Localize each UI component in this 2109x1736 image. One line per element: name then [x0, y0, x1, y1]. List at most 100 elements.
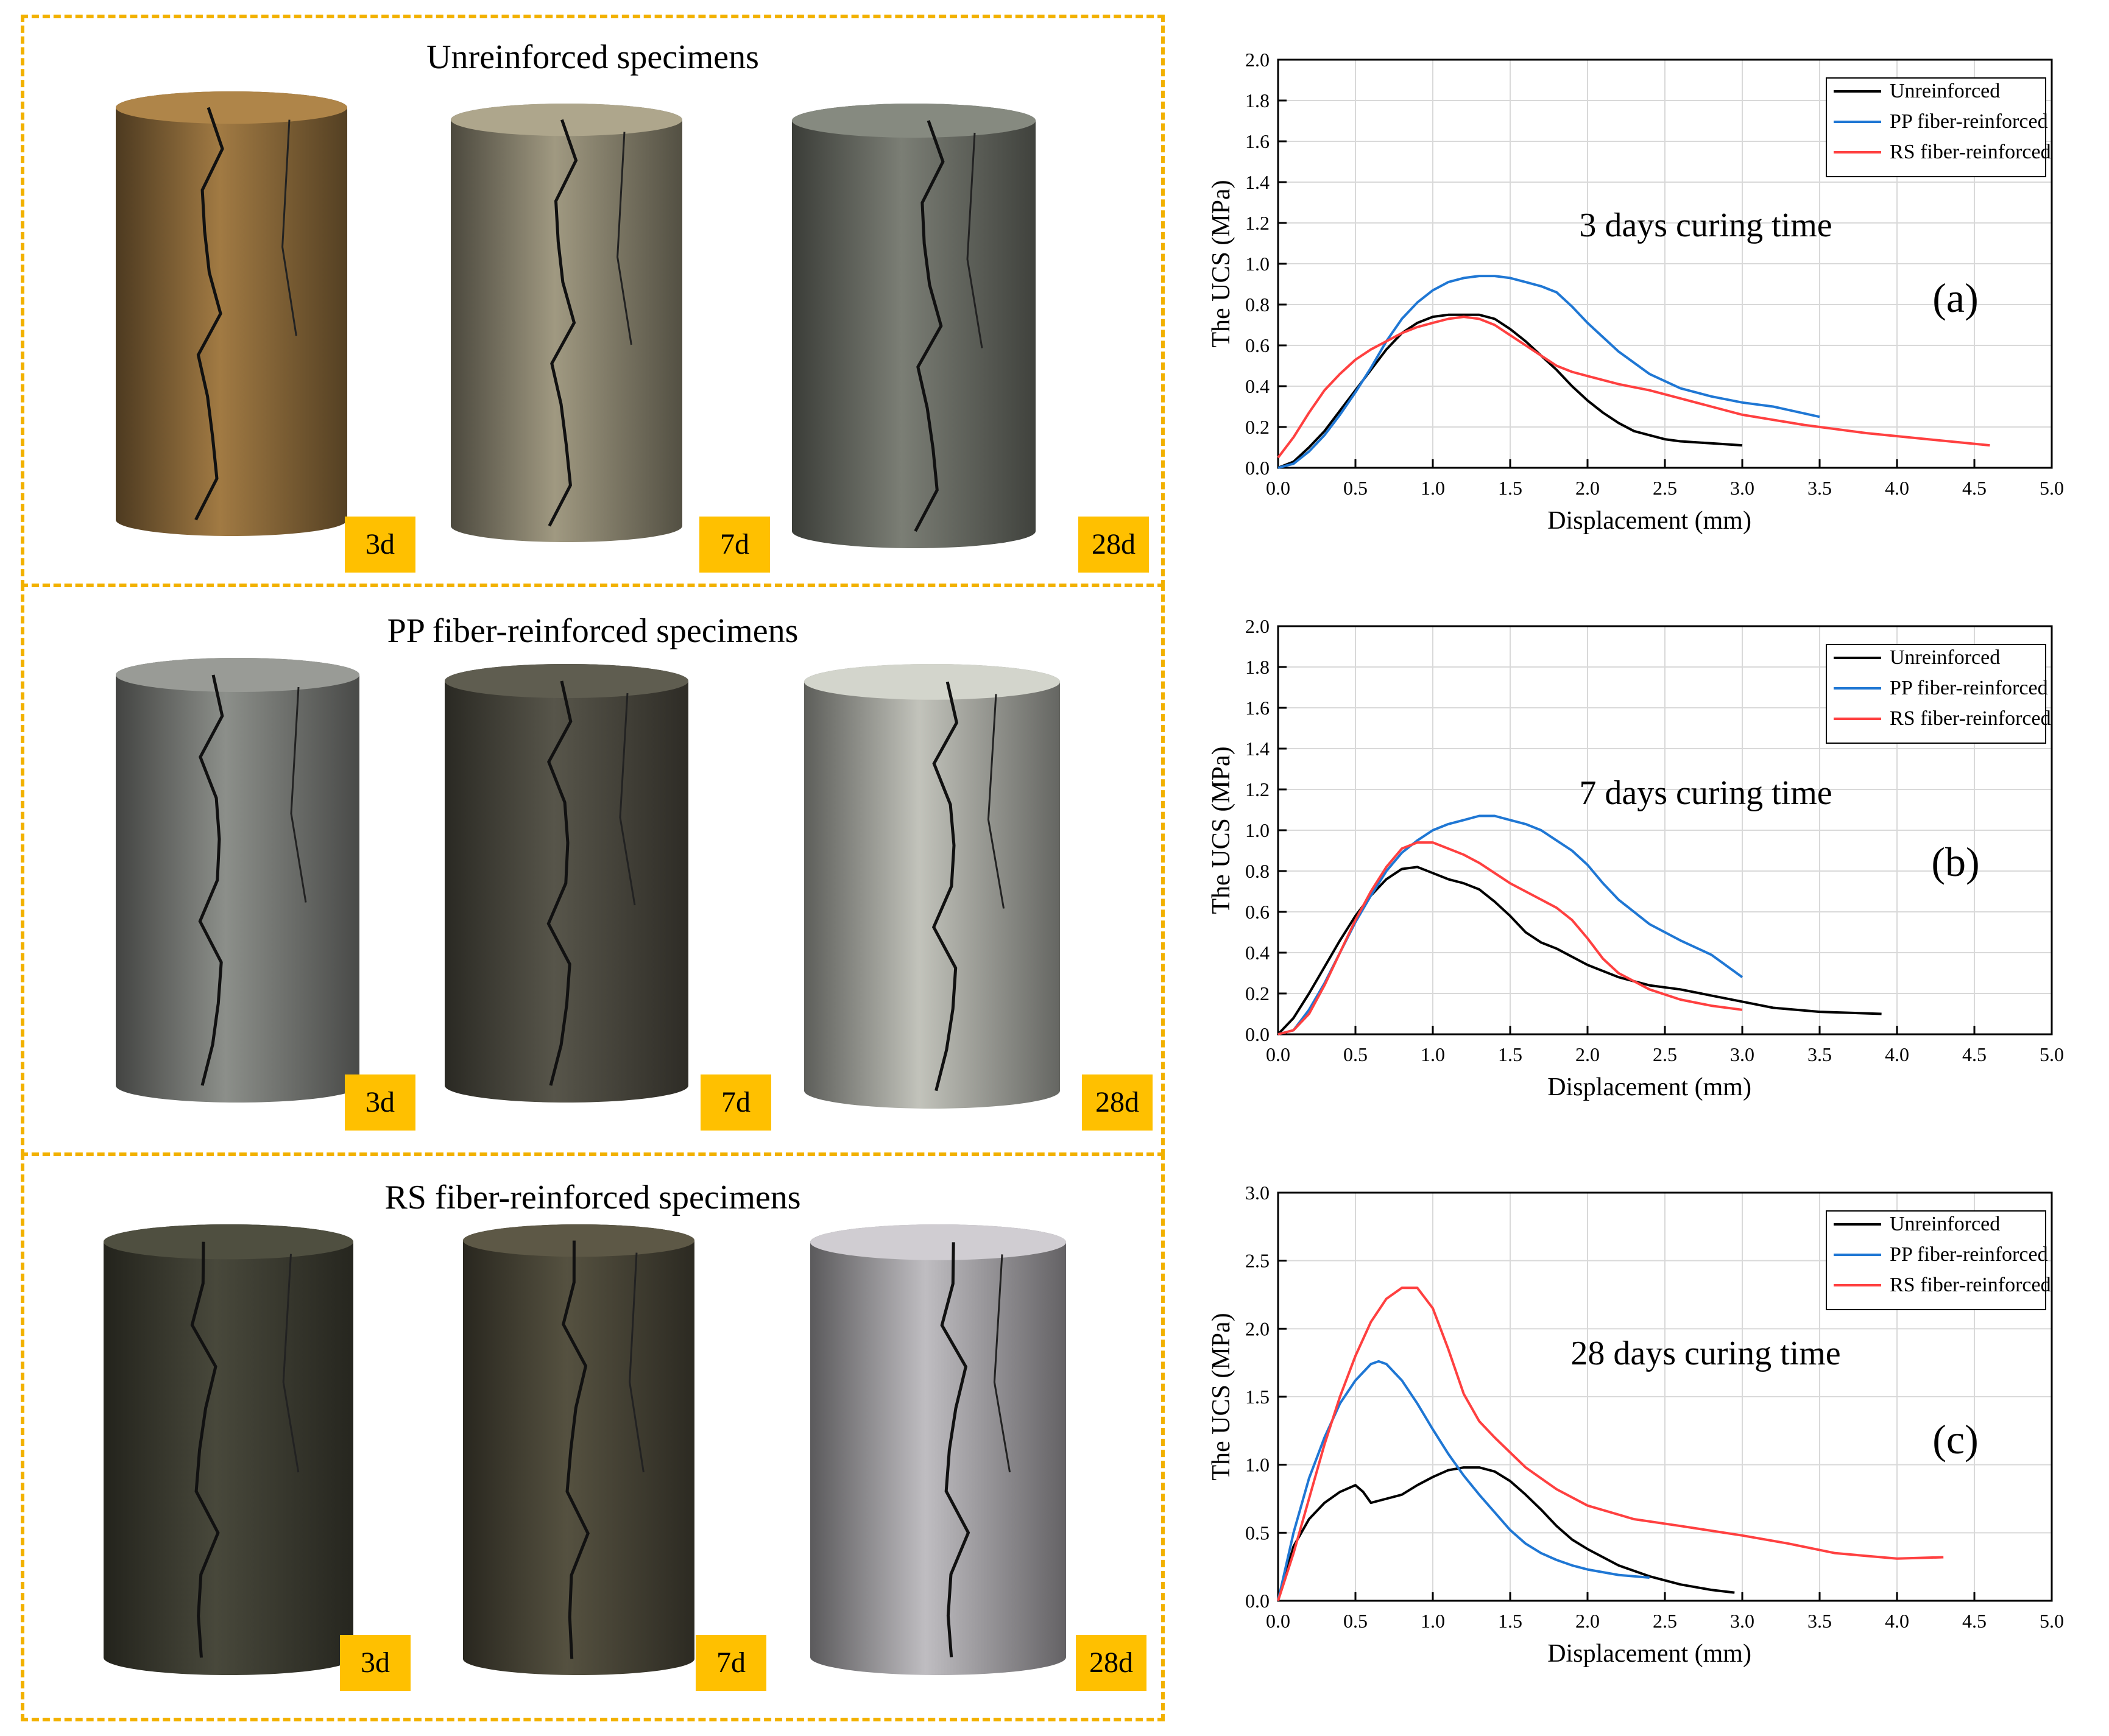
y-tick-label: 0.5: [1245, 1522, 1270, 1544]
legend-entry: RS fiber-reinforced: [1890, 707, 2051, 730]
cracked-cylinder-icon: [792, 104, 1036, 548]
x-tick-label: 4.0: [1885, 1610, 1909, 1632]
x-tick-label: 5.0: [2040, 1610, 2064, 1632]
legend-entry: RS fiber-reinforced: [1890, 1274, 2051, 1296]
curing-day-badge: 28d: [1082, 1074, 1153, 1131]
x-tick-label: 3.0: [1730, 1610, 1754, 1632]
cylinder-top: [445, 664, 688, 698]
y-tick-label: 1.8: [1245, 656, 1270, 678]
curing-day-badge: 28d: [1078, 517, 1149, 573]
y-tick-label: 0.8: [1245, 860, 1270, 882]
x-tick-label: 3.0: [1730, 1043, 1754, 1065]
y-tick-label: 1.6: [1245, 130, 1270, 152]
y-axis-label: The UCS (MPa): [1207, 746, 1235, 914]
rs-fiber-specimens-panel: RS fiber-reinforced specimens: [21, 1152, 1165, 1721]
x-tick-label: 5.0: [2040, 477, 2064, 499]
ucs-chart-7-days: 0.0 0.5 1.0 1.5 2.0 2.5 3.0 3.5 4.0 4.5 5.0 0.0 0.2 0…: [1207, 615, 2064, 1101]
crack-line: [548, 119, 578, 527]
x-axis-label: Displacement (mm): [1547, 1640, 1751, 1668]
series-line: [1277, 275, 1820, 469]
cylinder-body: [792, 104, 1036, 548]
cracked-cylinder-icon: [804, 664, 1060, 1109]
y-tick-label: 0.6: [1245, 901, 1270, 923]
cracked-cylinder-icon: [445, 664, 688, 1103]
crack-line: [993, 1254, 1011, 1473]
crack-line: [914, 120, 945, 532]
cracked-cylinder-icon: [451, 104, 682, 542]
x-tick-label: 3.5: [1807, 1043, 1832, 1065]
cylinder-top: [463, 1224, 694, 1257]
y-tick-label: 0.0: [1245, 457, 1270, 479]
crack-line: [629, 1252, 645, 1473]
x-tick-label: 2.5: [1653, 1610, 1677, 1632]
x-tick-label: 0.0: [1266, 1043, 1290, 1065]
series-line: [1277, 1286, 1944, 1601]
x-tick-label: 2.5: [1653, 1043, 1677, 1065]
y-tick-label: 0.2: [1245, 416, 1270, 438]
legend-entry: RS fiber-reinforced: [1890, 141, 2051, 163]
x-tick-label: 0.0: [1266, 477, 1290, 499]
cylinder-top: [116, 658, 359, 692]
series-line: [1277, 1466, 1735, 1601]
crack-line: [281, 119, 297, 336]
crack-line: [546, 680, 573, 1086]
x-tick-label: 4.5: [1962, 477, 1987, 499]
legend-entry: PP fiber-reinforced: [1890, 1243, 2048, 1266]
chart-title: 3 days curing time: [1579, 206, 1832, 244]
crack-line: [198, 674, 224, 1086]
crack-line: [616, 132, 632, 345]
y-tick-label: 0.0: [1245, 1590, 1270, 1612]
y-tick-label: 1.6: [1245, 697, 1270, 719]
x-axis-label: Displacement (mm): [1547, 1073, 1751, 1101]
y-tick-label: 2.0: [1245, 615, 1270, 637]
ucs-chart-28-days: 0.0 0.5 1.0 1.5 2.0 2.5 3.0 3.5 4.0 4.5 5.0 0.0 0.5 1…: [1207, 1182, 2064, 1668]
series-line: [1277, 866, 1882, 1036]
ucs-chart-3-days: 0.0 0.5 1.0 1.5 2.0 2.5 3.0 3.5 4.0 4.5 5.0 0.0 0.2 0…: [1207, 49, 2064, 535]
panel-title: PP fiber-reinforced specimens: [387, 612, 799, 650]
y-tick-label: 1.4: [1245, 738, 1270, 760]
cracked-cylinder-icon: [463, 1224, 694, 1675]
y-tick-label: 1.5: [1245, 1386, 1270, 1408]
x-tick-label: 0.5: [1343, 1610, 1368, 1632]
series-line: [1277, 316, 1990, 459]
y-tick-label: 0.2: [1245, 983, 1270, 1004]
series-line: [1277, 841, 1743, 1036]
curing-day-badge: 7d: [699, 517, 770, 573]
crack-line: [966, 132, 983, 348]
series-line: [1277, 313, 1743, 469]
y-tick-label: 1.0: [1245, 253, 1270, 275]
legend-entry: PP fiber-reinforced: [1890, 110, 2048, 133]
x-tick-label: 1.5: [1498, 1610, 1522, 1632]
chart-title: 7 days curing time: [1579, 774, 1832, 812]
y-tick-label: 1.0: [1245, 819, 1270, 841]
x-tick-label: 2.0: [1575, 1043, 1600, 1065]
y-tick-label: 2.5: [1245, 1250, 1270, 1272]
y-axis-label: The UCS (MPa): [1207, 1313, 1235, 1480]
legend-box: [1826, 77, 2046, 177]
crack-line: [290, 686, 307, 903]
y-tick-label: 0.4: [1245, 942, 1270, 964]
x-tick-label: 4.5: [1962, 1043, 1987, 1065]
x-tick-label: 1.0: [1421, 1043, 1445, 1065]
panel-label: (b): [1931, 839, 1979, 885]
cracked-cylinder-icon: [116, 91, 347, 536]
x-tick-label: 0.0: [1266, 1610, 1290, 1632]
crack-line: [619, 693, 636, 906]
legend-box: [1826, 644, 2046, 744]
cracked-cylinder-icon: [810, 1224, 1066, 1675]
x-tick-label: 1.5: [1498, 477, 1522, 499]
y-tick-label: 0.8: [1245, 294, 1270, 316]
cylinder-top: [116, 91, 347, 124]
y-tick-label: 1.4: [1245, 171, 1270, 193]
y-tick-label: 1.8: [1245, 90, 1270, 111]
cylinder-body: [451, 104, 682, 542]
x-tick-label: 0.5: [1343, 477, 1368, 499]
cylinder-body: [804, 664, 1060, 1109]
y-tick-label: 3.0: [1245, 1182, 1270, 1204]
y-tick-label: 0.0: [1245, 1023, 1270, 1045]
cylinder-body: [104, 1224, 353, 1675]
y-axis-label: The UCS (MPa): [1207, 180, 1235, 347]
y-tick-label: 2.0: [1245, 1318, 1270, 1339]
legend-entry: Unreinforced: [1890, 80, 2000, 102]
cracked-cylinder-icon: [104, 1224, 353, 1675]
